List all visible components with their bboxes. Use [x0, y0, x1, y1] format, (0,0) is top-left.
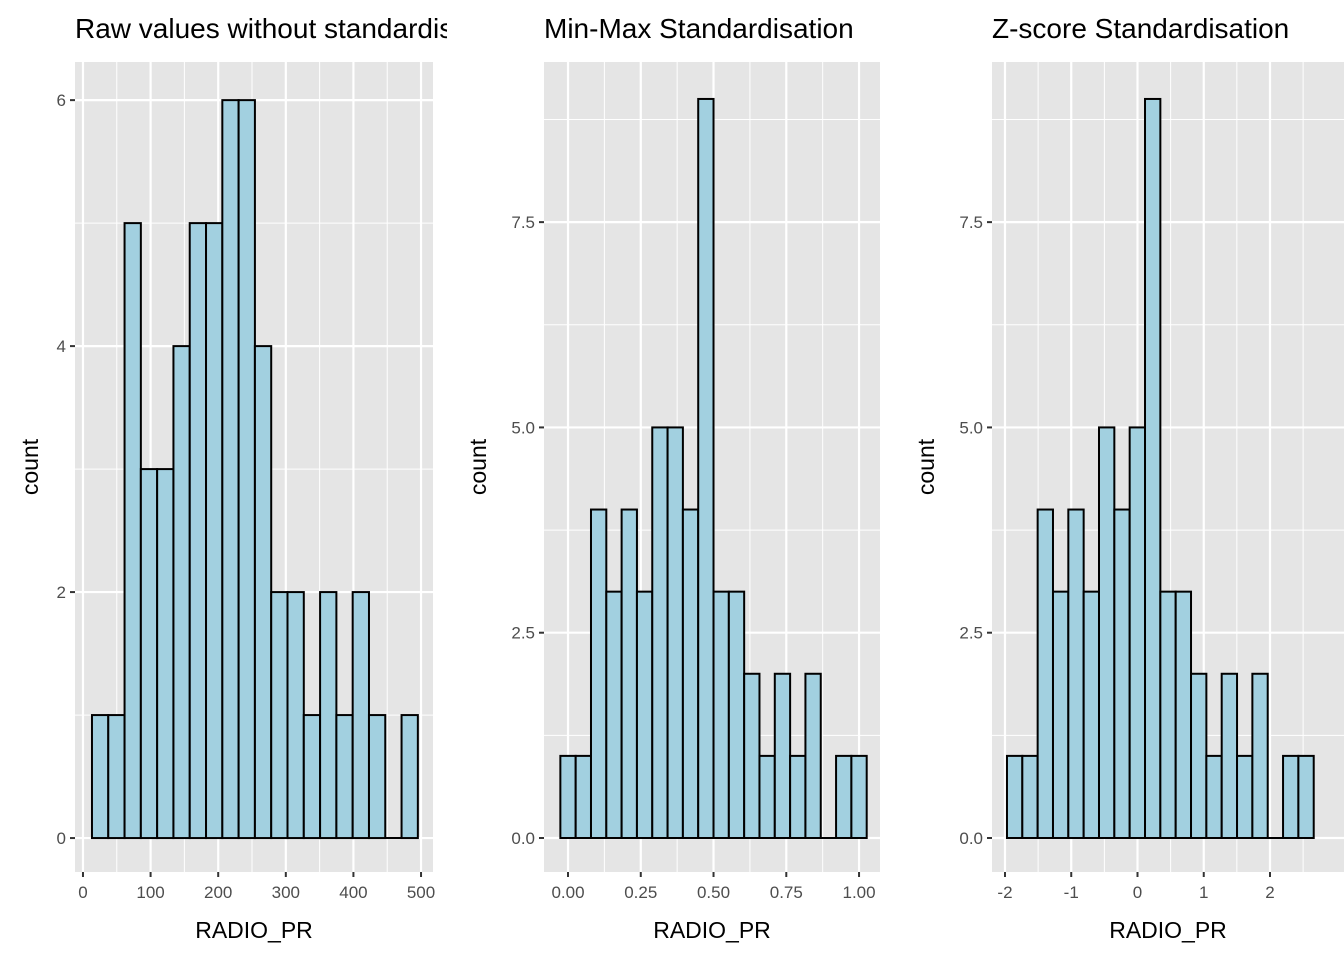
histogram-bar	[697, 97, 715, 840]
y-tick-label: 0	[57, 829, 66, 848]
panel-title: Min-Max Standardisation	[544, 13, 854, 44]
histogram-bar	[835, 754, 853, 840]
x-tick-label: 500	[407, 883, 435, 902]
y-tick-label: 6	[57, 91, 66, 110]
histogram-bar	[172, 345, 191, 840]
y-tick-label: 7.5	[511, 213, 535, 232]
x-tick-label: 0.50	[697, 883, 730, 902]
panel-title: Raw values without standardisation	[75, 13, 514, 44]
histogram-bar	[1236, 754, 1254, 840]
histogram-bar	[804, 672, 822, 840]
histogram-bar	[335, 714, 354, 840]
histogram-bar	[253, 345, 273, 840]
histogram-bar	[589, 508, 608, 840]
histogram-bar	[319, 591, 338, 840]
histogram-bar	[1251, 672, 1269, 840]
y-tick-label: 2	[57, 583, 66, 602]
histogram-bar	[221, 99, 240, 840]
histogram-bar	[1174, 590, 1193, 840]
histogram-bar	[758, 754, 776, 840]
x-tick-label: 100	[136, 883, 164, 902]
y-tick-label: 2.5	[959, 624, 983, 643]
histogram-bar	[773, 672, 792, 840]
panel-3: -2 -1 0 1 2 0.0 2.5 5.0 7.5 RADIO_PR count Z-score …	[913, 13, 1344, 943]
x-tick-label: 0	[1133, 883, 1142, 902]
histogram-bar	[156, 468, 175, 840]
histogram-bar	[367, 714, 387, 840]
histogram-bar	[1159, 590, 1177, 840]
panel-2: 0.00 0.25 0.50 0.75 1.00 0.0 2.5 5.0 7.5 RADIO_PR…	[465, 13, 880, 943]
y-tick-label: 4	[57, 337, 66, 356]
x-tick-label: -2	[997, 883, 1012, 902]
x-axis-title: RADIO_PR	[653, 917, 771, 943]
y-axis-title: count	[913, 438, 939, 495]
histogram-bar	[1005, 754, 1024, 840]
histogram-bar	[605, 590, 623, 840]
panel-1: 0 100 200 300 400 500 0 2 4 6 RADIO_PR count Raw val…	[17, 13, 514, 943]
histogram-bar	[1082, 590, 1100, 840]
histogram-bar	[400, 714, 419, 840]
y-tick-label: 5.0	[511, 418, 535, 437]
x-tick-label: 300	[272, 883, 300, 902]
histogram-bar	[1051, 590, 1070, 840]
y-tick-label: 2.5	[511, 624, 535, 643]
histogram-bar	[237, 99, 256, 840]
histogram-bar	[1205, 754, 1223, 840]
y-tick-label: 7.5	[959, 213, 983, 232]
histogram-bar	[1036, 508, 1054, 840]
histogram-bar	[139, 468, 159, 840]
histogram-bar	[574, 754, 592, 840]
histogram-bar	[559, 754, 577, 840]
y-tick-label: 0.0	[511, 829, 535, 848]
histogram-bar	[1021, 754, 1039, 840]
histogram-bar	[1113, 508, 1131, 840]
histogram-bar	[620, 508, 638, 840]
histogram-bar	[286, 591, 305, 840]
x-tick-label: 0.25	[624, 883, 657, 902]
x-tick-label: 0.00	[551, 883, 584, 902]
histogram-bar	[90, 714, 110, 840]
histogram-bar	[107, 714, 126, 840]
histogram-bar	[1297, 754, 1315, 840]
x-tick-label: 2	[1265, 883, 1274, 902]
histogram-bar	[635, 590, 654, 840]
histogram-bar	[123, 222, 142, 840]
x-tick-label: 1	[1199, 883, 1208, 902]
histogram-bar	[1282, 754, 1300, 840]
histogram-bar	[743, 672, 761, 840]
y-tick-label: 5.0	[959, 418, 983, 437]
panel-title: Z-score Standardisation	[992, 13, 1289, 44]
y-axis-title: count	[17, 438, 43, 495]
x-axis-title: RADIO_PR	[195, 917, 313, 943]
y-tick-label: 0.0	[959, 829, 983, 848]
histogram-bar	[651, 426, 669, 840]
histogram-bar	[850, 754, 868, 840]
histogram-bar	[789, 754, 807, 840]
histogram-bar	[302, 714, 322, 840]
x-tick-label: 200	[204, 883, 232, 902]
histogram-bar	[681, 508, 700, 840]
x-tick-label: 1.00	[842, 883, 875, 902]
histogram-bar	[270, 591, 289, 840]
x-tick-label: 0	[78, 883, 87, 902]
histogram-bar	[1128, 426, 1147, 840]
histogram-bar	[1190, 672, 1208, 840]
histogram-bar	[727, 590, 746, 840]
x-axis-title: RADIO_PR	[1109, 917, 1227, 943]
x-tick-label: -1	[1064, 883, 1079, 902]
histogram-bar	[1067, 508, 1085, 840]
histogram-bar	[1220, 672, 1239, 840]
histogram-bar	[188, 222, 208, 840]
histogram-bar	[1097, 426, 1116, 840]
histogram-bar	[1144, 97, 1162, 840]
x-tick-label: 400	[339, 883, 367, 902]
histogram-bar	[666, 426, 684, 840]
y-axis-title: count	[465, 438, 491, 495]
histogram-bar	[712, 590, 730, 840]
histogram-bar	[351, 591, 370, 840]
x-tick-label: 0.75	[770, 883, 803, 902]
histogram-bar	[205, 222, 224, 840]
